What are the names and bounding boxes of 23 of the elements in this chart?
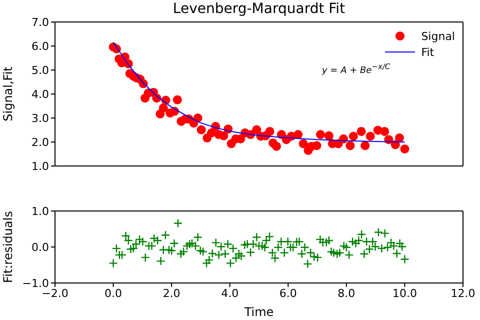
chart-title: Levenberg-Marquardt Fit — [172, 1, 346, 17]
y-tick-label: 1.0 — [32, 204, 49, 218]
y-tick-label: 7.0 — [32, 16, 49, 29]
x-tick-label: 4.0 — [221, 286, 239, 300]
y-tick-label: 0.0 — [32, 240, 49, 254]
y-axis-title: Signal,Fit — [1, 66, 15, 122]
annotation: y = A + Be$^{−x/C}$ — [322, 62, 390, 76]
y-tick-label: 4.0 — [32, 88, 49, 101]
y-axis-title: Fit:residuals — [1, 211, 15, 283]
y-tick-label: 6.0 — [32, 40, 49, 53]
x-tick-label: 2.0 — [162, 286, 180, 300]
x-tick-label: 6.0 — [279, 286, 297, 300]
y-tick-label: 2.0 — [32, 136, 49, 149]
x-tick-label: 10.0 — [392, 286, 417, 300]
legend-label: Fit — [421, 46, 434, 58]
legend-label: Signal — [421, 30, 455, 42]
x-axis-title: Time — [243, 305, 274, 319]
x-tick-label: 8.0 — [338, 286, 356, 300]
y-tick-label: 3.0 — [32, 112, 49, 125]
x-tick-label: 0.0 — [104, 286, 122, 300]
y-tick-label: 5.0 — [32, 64, 49, 77]
x-tick-label: 12.0 — [450, 286, 476, 300]
y-tick-label: 1.0 — [32, 160, 49, 173]
